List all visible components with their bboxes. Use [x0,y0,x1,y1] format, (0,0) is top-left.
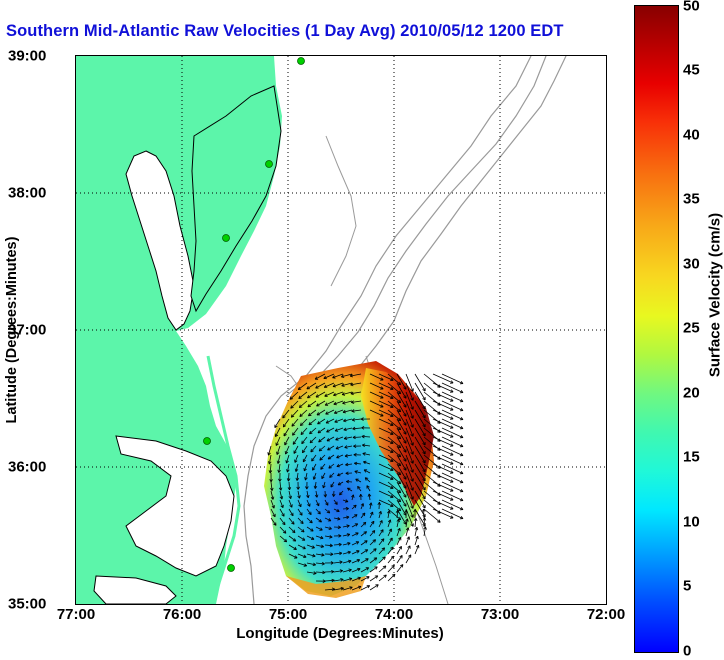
velocity-arrow-head [308,415,311,416]
map-title: Southern Mid-Atlantic Raw Velocities (1 … [6,22,564,41]
x-tick: 75:00 [269,606,307,623]
x-tick: 76:00 [163,606,201,623]
colorbar-tick: 50 [683,0,700,15]
station-marker [223,235,230,242]
colorbar-tick: 25 [683,320,700,337]
velocity-arrow-head [384,575,387,576]
velocity-arrow [433,383,453,392]
velocity-arrow [388,565,394,572]
x-tick: 73:00 [481,606,519,623]
velocity-arrow-head [364,532,367,533]
y-tick: 38:00 [8,185,46,202]
velocity-arrow-head [329,468,332,469]
velocity-arrow-head [299,398,302,399]
station-marker [204,438,211,445]
velocity-arrow [433,392,453,401]
colorbar-tick: 45 [683,62,700,79]
velocity-arrow [379,575,386,581]
velocity-arrow [388,556,394,563]
velocity-map [76,56,606,604]
velocity-arrow [433,509,453,518]
velocity-arrow [433,374,453,383]
x-tick: 72:00 [587,606,625,623]
velocity-arrow-head [333,378,336,379]
velocity-arrow [433,491,453,500]
velocity-arrow-head [334,404,337,405]
velocity-arrow [433,401,453,410]
velocity-arrow [433,500,453,509]
colorbar-tick: 35 [683,191,700,208]
station-marker [228,565,235,572]
velocity-arrow [433,428,453,437]
station-marker [266,161,273,168]
colorbar-tick: 40 [683,127,700,144]
x-tick: 77:00 [57,606,95,623]
velocity-arrow-head [333,395,336,396]
velocity-arrow [397,565,403,573]
velocity-arrow [433,455,453,464]
colorbar-tick: 30 [683,256,700,273]
map-plot-area [75,55,607,605]
colorbar-tick: 15 [683,449,700,466]
velocity-arrow-head [335,431,338,432]
y-tick: 39:00 [8,48,46,65]
bathymetry-contour [326,136,356,286]
bathymetry-contour [356,56,566,371]
colorbar-tick: 20 [683,385,700,402]
velocity-arrow [379,566,386,572]
colorbar-tick: 5 [683,578,691,595]
velocity-arrow-head [319,442,322,443]
colorbar [634,5,679,653]
y-tick: 36:00 [8,459,46,476]
x-axis-label: Longitude (Degrees:Minutes) [236,625,444,642]
velocity-arrow [433,419,453,428]
colorbar-tick: 10 [683,514,700,531]
y-tick: 35:00 [8,596,46,613]
y-axis-label: Latitude (Degrees:Minutes) [4,237,20,424]
station-marker [298,58,305,65]
velocity-arrow [433,410,453,419]
x-tick: 74:00 [375,606,413,623]
velocity-arrow [388,574,395,581]
colorbar-label: Surface Velocity (cm/s) [707,213,724,377]
velocity-arrow [433,446,453,455]
velocity-arrow [415,374,425,391]
velocity-arrow [433,437,453,446]
velocity-arrow [433,473,453,482]
colorbar-tick: 0 [683,643,691,660]
velocity-arrow [433,464,453,473]
velocity-arrow [433,482,453,491]
